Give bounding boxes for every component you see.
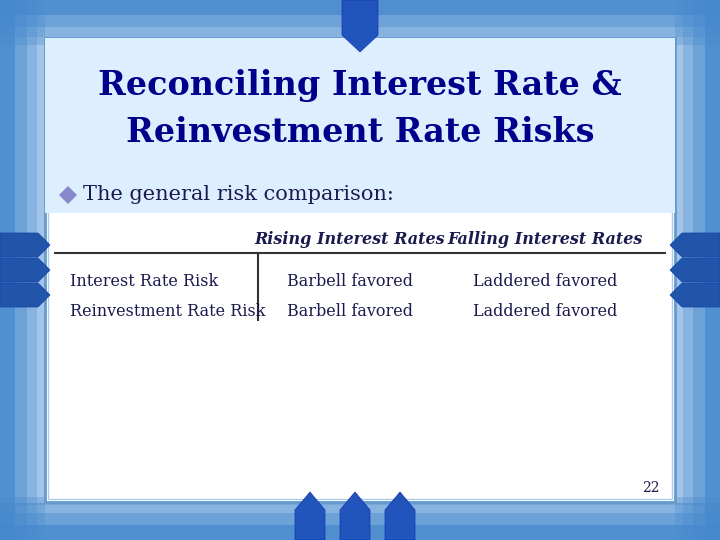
FancyBboxPatch shape <box>0 497 720 505</box>
Polygon shape <box>0 258 50 282</box>
Text: Reinvestment Rate Risk: Reinvestment Rate Risk <box>70 303 266 321</box>
Polygon shape <box>670 283 720 307</box>
Text: Laddered favored: Laddered favored <box>473 273 617 291</box>
Text: Barbell favored: Barbell favored <box>287 273 413 291</box>
FancyBboxPatch shape <box>0 0 720 15</box>
Polygon shape <box>59 186 77 204</box>
Polygon shape <box>340 492 370 540</box>
Polygon shape <box>0 233 50 257</box>
Polygon shape <box>295 492 325 540</box>
FancyBboxPatch shape <box>0 503 720 513</box>
FancyBboxPatch shape <box>0 525 720 540</box>
FancyBboxPatch shape <box>0 15 720 27</box>
FancyBboxPatch shape <box>705 0 720 540</box>
Polygon shape <box>670 233 720 257</box>
FancyBboxPatch shape <box>693 0 705 540</box>
Text: Interest Rate Risk: Interest Rate Risk <box>70 273 218 291</box>
Text: 22: 22 <box>642 481 660 495</box>
FancyBboxPatch shape <box>0 0 15 540</box>
FancyBboxPatch shape <box>15 0 27 540</box>
Text: Laddered favored: Laddered favored <box>473 303 617 321</box>
FancyBboxPatch shape <box>37 0 45 540</box>
FancyBboxPatch shape <box>675 0 683 540</box>
FancyBboxPatch shape <box>45 38 675 502</box>
FancyBboxPatch shape <box>0 513 720 525</box>
Polygon shape <box>385 492 415 540</box>
Text: The general risk comparison:: The general risk comparison: <box>83 186 394 205</box>
FancyBboxPatch shape <box>683 0 693 540</box>
Polygon shape <box>0 283 50 307</box>
Text: Barbell favored: Barbell favored <box>287 303 413 321</box>
Polygon shape <box>342 0 378 52</box>
FancyBboxPatch shape <box>45 38 675 213</box>
FancyBboxPatch shape <box>0 27 720 37</box>
Polygon shape <box>670 258 720 282</box>
Text: Reinvestment Rate Risks: Reinvestment Rate Risks <box>126 116 594 148</box>
Text: Rising Interest Rates: Rising Interest Rates <box>255 232 445 248</box>
Text: Falling Interest Rates: Falling Interest Rates <box>447 232 643 248</box>
FancyBboxPatch shape <box>0 37 720 45</box>
FancyBboxPatch shape <box>27 0 37 540</box>
Text: Reconciling Interest Rate &: Reconciling Interest Rate & <box>98 69 622 102</box>
